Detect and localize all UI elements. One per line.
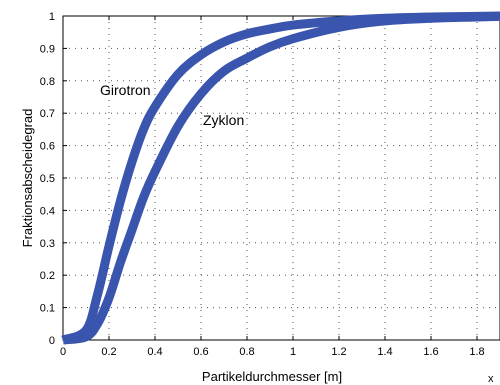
series-lines [61, 11, 500, 345]
y-tick-label: 1 [49, 11, 55, 23]
x-tick-label: 1.6 [423, 346, 438, 358]
x-tick-label: 0 [60, 346, 66, 358]
series-label-girotron: Girotron [100, 82, 151, 98]
y-axis-ticks: 0 0.1 0.2 0.3 0.4 0.5 0.6 0.7 0.8 0.9 1 [40, 11, 67, 347]
x-axis-ticks: 0 0.2 0.4 0.6 0.8 1 1.2 1.4 1.6 1.8 [60, 16, 485, 358]
series-line-zyklon [62, 11, 500, 345]
y-tick-label: 0.7 [40, 108, 55, 120]
x-axis-label: Partikeldurchmesser [m] [202, 369, 342, 384]
y-tick-label: 0.2 [40, 270, 55, 282]
x-tick-label: 1.4 [377, 346, 392, 358]
y-tick-label: 0.3 [40, 238, 55, 250]
x-tick-label: 1.2 [331, 346, 346, 358]
x-tick-label: 0.6 [193, 346, 208, 358]
y-tick-label: 0 [49, 335, 55, 347]
x-tick-label: 0.2 [101, 346, 116, 358]
series-line-girotron [61, 11, 500, 345]
x-tick-label: 1.8 [469, 346, 484, 358]
y-tick-label: 0.6 [40, 141, 55, 153]
y-tick-label: 0.8 [40, 76, 55, 88]
x-tick-label: 0.4 [147, 346, 162, 358]
x-tick-label: 1 [290, 346, 296, 358]
y-tick-label: 0.4 [40, 205, 55, 217]
series-label-zyklon: Zyklon [203, 112, 244, 128]
y-tick-label: 0.9 [40, 43, 55, 55]
y-tick-label: 0.5 [40, 173, 55, 185]
x-tick-label: 0.8 [239, 346, 254, 358]
y-axis-label: Fraktionsabscheidegrad [20, 109, 35, 248]
y-tick-label: 0.1 [40, 303, 55, 315]
x-axis-exponent: x [488, 373, 494, 385]
